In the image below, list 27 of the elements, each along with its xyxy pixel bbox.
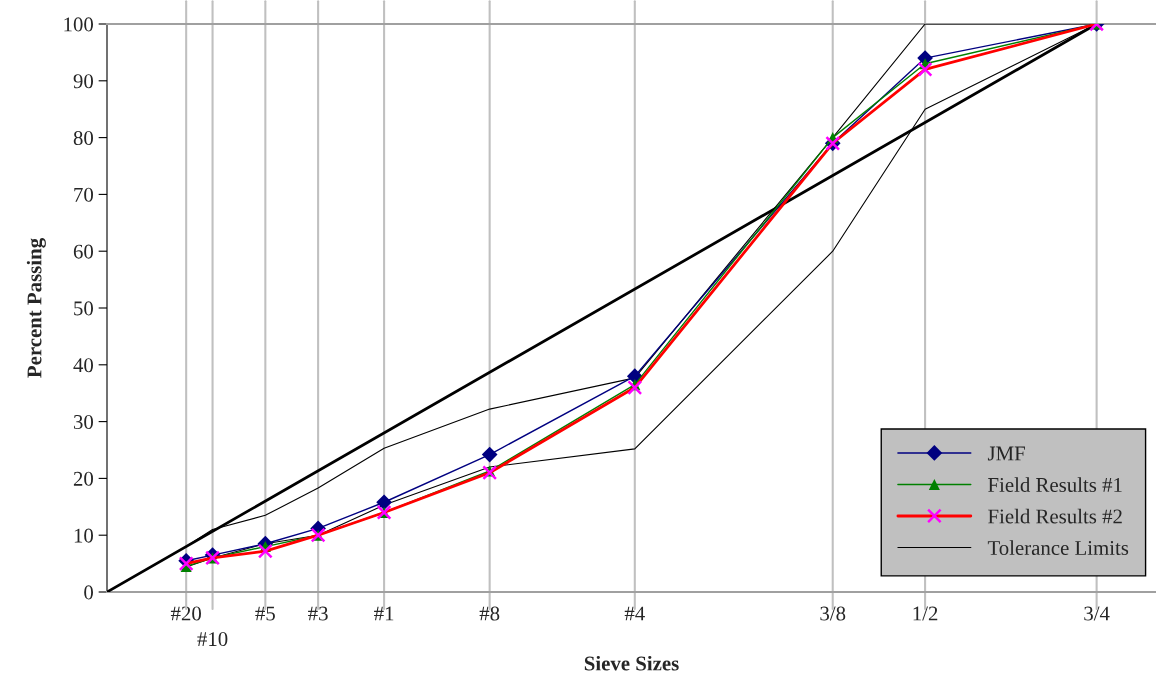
y-tick-label: 0: [84, 585, 94, 600]
legend-label: Field Results #2: [988, 508, 1122, 524]
y-tick-label: 90: [73, 74, 94, 89]
y-tick-label: 60: [73, 244, 94, 259]
y-tick-label: 80: [73, 130, 94, 146]
y-tick-label: 40: [73, 358, 94, 373]
y-tick-label: 30: [73, 414, 94, 430]
legend-label: Field Results #1: [988, 477, 1122, 492]
x-tick-label: #8: [479, 606, 500, 621]
y-tick-label: 70: [74, 187, 94, 202]
x-tick-label: #3: [308, 606, 328, 621]
y-axis-title: Percent Passing: [26, 238, 46, 378]
x-tick-label: 1/2: [913, 606, 938, 621]
x-tick-label: #10: [197, 632, 228, 647]
x-tick-label: #20: [170, 606, 201, 621]
x-tick-label: 3/4: [1084, 606, 1110, 621]
x-tick-label: #4: [624, 606, 645, 621]
x-tick-label: #5: [255, 606, 275, 621]
y-tick-label: 50: [74, 301, 94, 316]
x-tick-label: 3/8: [820, 606, 846, 621]
y-tick-label: 20: [73, 471, 94, 486]
legend-label: Tolerance Limits: [987, 540, 1129, 555]
x-axis-title: Sieve Sizes: [584, 655, 679, 671]
y-tick-label: 10: [74, 528, 94, 543]
legend-label: JMF: [987, 446, 1025, 461]
x-tick-label: #1: [374, 606, 394, 621]
y-tick-label: 100: [64, 17, 94, 32]
